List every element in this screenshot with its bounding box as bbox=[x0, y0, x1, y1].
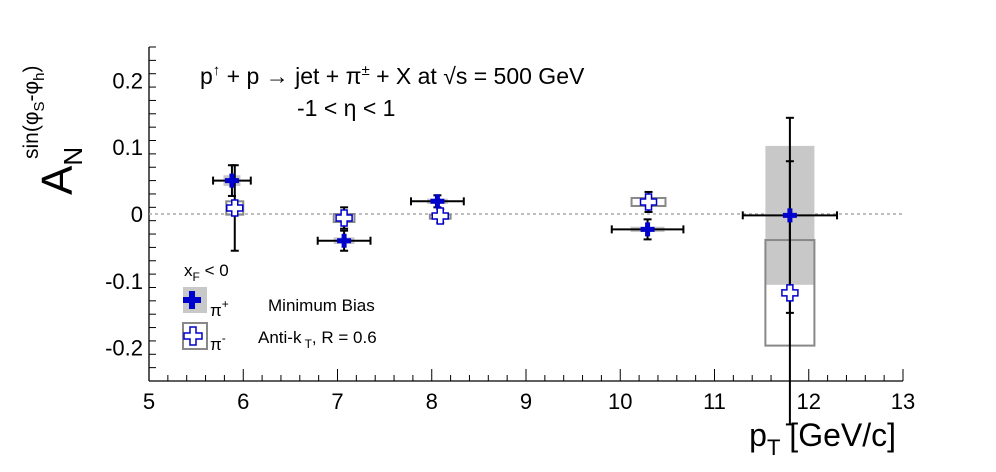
systematic-boxes bbox=[223, 145, 816, 347]
legend-marker-pi-minus bbox=[183, 326, 203, 346]
data-point-pi-minus bbox=[335, 209, 353, 227]
data-point-pi-plus bbox=[337, 233, 352, 248]
x-tick-label: 6 bbox=[237, 389, 249, 414]
legend-label-pi-plus: π+ bbox=[210, 297, 229, 320]
eta-range-annotation: -1 < η < 1 bbox=[297, 95, 395, 121]
x-tick-label: 10 bbox=[608, 389, 632, 414]
x-tick-label: 11 bbox=[703, 389, 726, 414]
y-tick-label: 0.1 bbox=[112, 135, 143, 160]
data-point-pi-minus bbox=[781, 284, 799, 302]
selection-annotation: Minimum Bias bbox=[268, 296, 375, 315]
x-tick-label: 13 bbox=[891, 389, 915, 414]
x-tick-label: 8 bbox=[426, 389, 438, 414]
legend-marker-pi-plus bbox=[183, 291, 201, 309]
svg-text:AN: AN bbox=[33, 147, 88, 195]
y-tick-label: 0.2 bbox=[112, 68, 143, 93]
x-tick-labels: 5 6 7 8 9 10 11 12 13 bbox=[143, 389, 915, 414]
error-bars bbox=[212, 116, 839, 426]
axis-ticks bbox=[148, 46, 904, 382]
x-tick-label: 7 bbox=[331, 389, 343, 414]
y-tick-label: 0 bbox=[131, 202, 143, 227]
data-point-pi-plus bbox=[224, 173, 239, 188]
reaction-annotation: p↑ + p → jet + π± + X at √s = 500 GeV bbox=[200, 62, 585, 89]
x-tick-label: 9 bbox=[520, 389, 532, 414]
svg-text:sin(φS-φh): sin(φS-φh) bbox=[20, 66, 48, 159]
legend-label-pi-minus: π- bbox=[210, 331, 226, 354]
y-tick-label: -0.2 bbox=[105, 336, 143, 361]
xf-cut-annotation: xF < 0 bbox=[184, 261, 229, 284]
data-point-pi-minus bbox=[431, 207, 449, 225]
data-point-pi-minus bbox=[639, 193, 658, 211]
legend: π+ Minimum Bias π- Anti-k T, R = 0.6 bbox=[182, 287, 377, 354]
jet-algo-annotation: Anti-k T, R = 0.6 bbox=[258, 328, 377, 351]
data-point-pi-plus bbox=[782, 208, 797, 223]
x-tick-label: 12 bbox=[797, 389, 821, 414]
data-markers bbox=[224, 173, 799, 302]
y-axis-title: AN sin(φS-φh) bbox=[20, 66, 88, 195]
data-point-pi-plus bbox=[640, 222, 655, 237]
x-tick-label: 5 bbox=[143, 389, 155, 414]
x-axis-title: pT [GeV/c] bbox=[749, 417, 896, 460]
y-tick-labels: -0.2 -0.1 0 0.1 0.2 bbox=[105, 68, 143, 360]
data-point-pi-minus bbox=[226, 199, 244, 217]
y-tick-label: -0.1 bbox=[105, 269, 143, 294]
data-point-pi-plus bbox=[430, 194, 445, 209]
